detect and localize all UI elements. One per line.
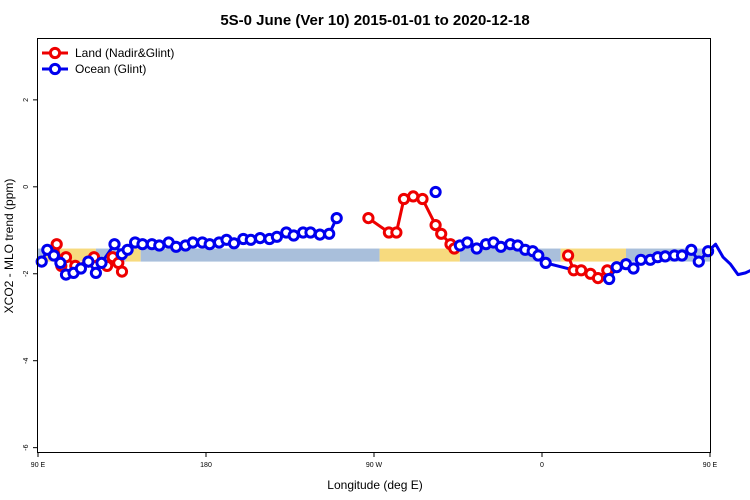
ocean-point xyxy=(675,249,689,262)
band-segment-ocean xyxy=(38,248,46,262)
ocean-point xyxy=(47,249,61,262)
ocean-point xyxy=(603,272,616,286)
land-point xyxy=(562,249,575,262)
ocean-point xyxy=(634,253,648,266)
x-tick-label: 90 E xyxy=(31,462,46,469)
x-tick-label: 180 xyxy=(200,462,212,469)
x-axis-label: Longitude (deg E) xyxy=(327,478,422,492)
ocean-point xyxy=(304,226,317,239)
land-point xyxy=(115,265,129,278)
ocean-point xyxy=(270,230,283,243)
ocean-point xyxy=(685,243,698,256)
ocean-point xyxy=(539,256,552,269)
land-point xyxy=(362,212,375,225)
land-point xyxy=(591,272,605,285)
ocean-point xyxy=(74,262,88,275)
ocean-point xyxy=(429,185,442,199)
series-layer xyxy=(35,185,750,286)
band-segment-ocean xyxy=(140,248,380,262)
ocean-point xyxy=(287,229,300,242)
land-point xyxy=(416,192,429,206)
ocean-point xyxy=(702,245,715,258)
legend-item-ocean: Ocean (Glint) xyxy=(42,62,146,76)
ocean-point xyxy=(153,239,166,252)
legend-marker-land xyxy=(48,46,62,60)
legend-marker-ocean xyxy=(48,62,62,76)
legend: Land (Nadir&Glint) Ocean (Glint) xyxy=(42,46,174,76)
ocean-point xyxy=(627,262,640,275)
ocean-point xyxy=(82,255,95,268)
ocean-point xyxy=(692,255,705,268)
y-tick-label: 0 xyxy=(23,185,30,189)
y-tick-label: -4 xyxy=(23,357,30,363)
y-axis-label: XCO2 - MLO trend (ppm) xyxy=(2,179,16,314)
land-point xyxy=(50,238,63,251)
y-tick-label: 2 xyxy=(23,98,30,102)
ocean-point xyxy=(89,266,103,279)
ocean-point xyxy=(244,233,257,246)
band-segment-land xyxy=(379,248,460,262)
ocean-point xyxy=(108,238,121,251)
ocean-point xyxy=(470,242,483,255)
land-series-line xyxy=(367,194,456,250)
ocean-point xyxy=(121,243,134,256)
ocean-point xyxy=(254,232,267,245)
ocean-point xyxy=(323,227,336,240)
ocean-point xyxy=(136,238,149,251)
legend-label-ocean: Ocean (Glint) xyxy=(75,62,146,76)
ocean-point xyxy=(330,212,343,225)
ocean-point xyxy=(35,255,48,268)
legend-label-land: Land (Nadir&Glint) xyxy=(75,46,174,60)
y-tick-label: -6 xyxy=(23,444,30,450)
land-point xyxy=(429,219,442,232)
ocean-point xyxy=(186,236,199,249)
ocean-point xyxy=(54,256,67,269)
ocean-point xyxy=(461,236,474,249)
land-point xyxy=(397,192,410,206)
chart-title: 5S-0 June (Ver 10) 2015-01-01 to 2020-12… xyxy=(220,12,529,29)
ocean-point xyxy=(227,237,241,250)
y-tick-label: -2 xyxy=(23,271,30,277)
ocean-point xyxy=(532,249,545,262)
coverage-band xyxy=(38,248,710,262)
ocean-point xyxy=(313,228,326,241)
x-tick-label: 90 E xyxy=(703,462,718,469)
x-axis: 90 E 180 90 W 0 90 E xyxy=(31,452,718,469)
x-tick-label: 90 W xyxy=(366,462,383,469)
land-point xyxy=(407,190,420,203)
band-segment-land xyxy=(560,248,626,262)
land-point xyxy=(435,227,448,240)
ocean-point xyxy=(203,238,216,251)
ocean-point xyxy=(170,240,183,253)
ocean-point xyxy=(95,256,108,269)
legend-item-land: Land (Nadir&Glint) xyxy=(42,46,174,60)
y-axis: -6 -4 -2 0 2 xyxy=(23,98,38,451)
ocean-point xyxy=(494,240,507,253)
ocean-point xyxy=(659,250,672,263)
land-point xyxy=(390,226,403,239)
x-tick-label: 0 xyxy=(540,462,544,469)
